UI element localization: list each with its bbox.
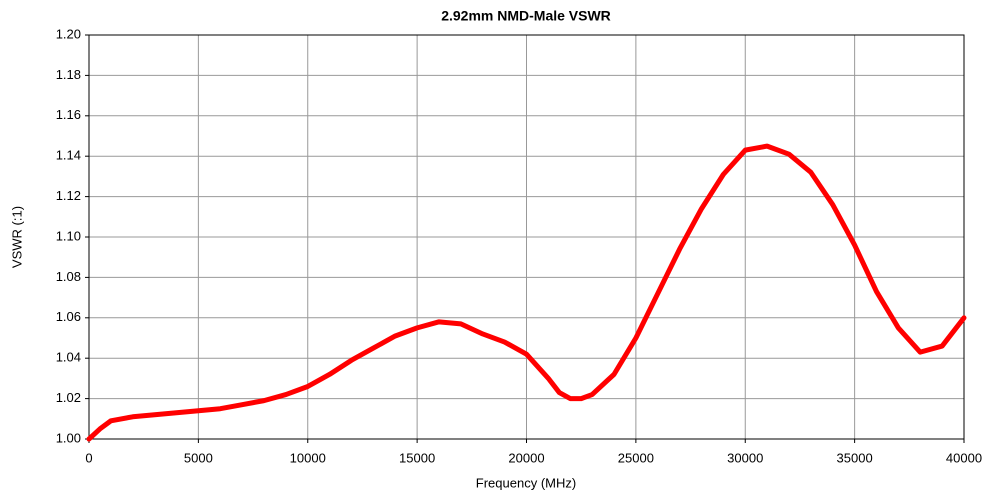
x-axis-label: Frequency (MHz)	[476, 475, 576, 490]
y-tick-label: 1.14	[56, 148, 81, 163]
series-line	[86, 143, 967, 442]
plot-border	[88, 34, 965, 440]
y-tick-label: 1.20	[56, 26, 81, 41]
y-tick-label: 1.06	[56, 309, 81, 324]
x-tick-label: 20000	[508, 450, 544, 465]
x-tick-label: 10000	[290, 450, 326, 465]
x-tick-label: 30000	[727, 450, 763, 465]
x-tick-label: 5000	[184, 450, 213, 465]
y-tick-label: 1.16	[56, 107, 81, 122]
y-tick-label: 1.18	[56, 67, 81, 82]
x-tick-label: 15000	[399, 450, 435, 465]
y-axis-label: VSWR (:1)	[9, 206, 24, 268]
chart-title: 2.92mm NMD-Male VSWR	[441, 8, 611, 24]
x-tick-label: 35000	[837, 450, 873, 465]
x-tick-label: 25000	[618, 450, 654, 465]
x-tick-label: 40000	[946, 450, 982, 465]
y-tick-label: 1.04	[56, 350, 81, 365]
y-tick-label: 1.00	[56, 430, 81, 445]
y-tick-label: 1.02	[56, 390, 81, 405]
y-tick-label: 1.10	[56, 228, 81, 243]
y-tick-label: 1.08	[56, 269, 81, 284]
x-tick-label: 0	[85, 450, 92, 465]
y-tick-label: 1.12	[56, 188, 81, 203]
